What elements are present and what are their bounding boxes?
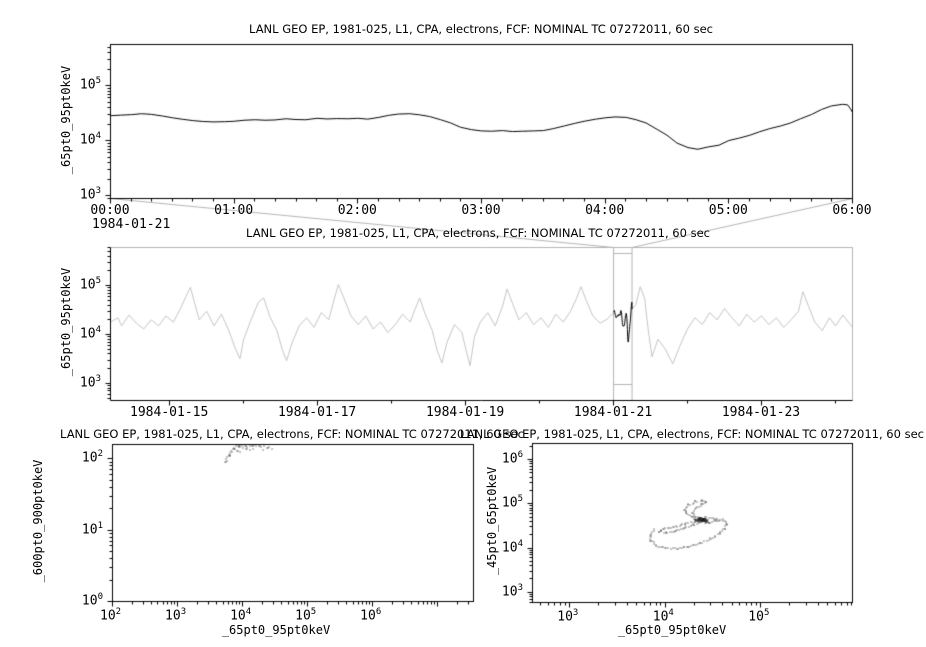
tick-label: 105 bbox=[79, 76, 101, 93]
tick-label: 01:00 bbox=[214, 203, 254, 218]
panel4-x-axis-label: _65pt0_95pt0keV bbox=[617, 623, 727, 637]
tick-label: 100 bbox=[81, 592, 103, 609]
context-zoom-selection-box[interactable] bbox=[613, 247, 631, 400]
panel1-date-label: 1984-01-21 bbox=[92, 217, 171, 232]
panel3-x-axis-label: _65pt0_95pt0keV bbox=[221, 623, 331, 637]
tick-label: 103 bbox=[557, 608, 579, 625]
tick-label: 102 bbox=[100, 607, 122, 624]
tick-label: 102 bbox=[81, 449, 103, 466]
tick-label: 103 bbox=[79, 373, 101, 391]
tick-label: 1984-01-19 bbox=[425, 405, 505, 420]
tick-label: 1984-01-23 bbox=[721, 405, 801, 420]
tick-label: 105 bbox=[295, 607, 317, 624]
tick-label: 104 bbox=[652, 608, 674, 625]
tick-label: 105 bbox=[748, 608, 770, 625]
tick-label: 02:00 bbox=[337, 203, 377, 218]
tick-label: 00:00 bbox=[90, 203, 130, 218]
tick-label: 101 bbox=[81, 520, 103, 537]
tick-label: 104 bbox=[230, 607, 252, 624]
tick-label: 105 bbox=[501, 494, 523, 511]
scatter-600-900-plot-area[interactable] bbox=[112, 444, 473, 601]
panel3-title: LANL GEO EP, 1981-025, L1, CPA, electron… bbox=[60, 427, 524, 441]
tick-label: 04:00 bbox=[585, 203, 625, 218]
zoomed-timeseries-plot-area[interactable] bbox=[110, 44, 852, 198]
tick-label: 1984-01-17 bbox=[277, 405, 357, 420]
scatter-45-65-plot-area[interactable] bbox=[532, 443, 852, 602]
tick-label: 1984-01-21 bbox=[573, 405, 653, 420]
tick-label: 106 bbox=[360, 607, 382, 624]
tick-label: 104 bbox=[79, 325, 101, 342]
tick-label: 104 bbox=[501, 538, 523, 555]
tick-label: 105 bbox=[79, 276, 101, 293]
panel1-title: LANL GEO EP, 1981-025, L1, CPA, electron… bbox=[249, 22, 713, 36]
tick-label: 1984-01-15 bbox=[130, 405, 209, 420]
panel2-title: LANL GEO EP, 1981-025, L1, CPA, electron… bbox=[246, 226, 710, 240]
tick-label: 104 bbox=[79, 131, 101, 148]
tick-label: 05:00 bbox=[708, 203, 748, 218]
tick-label: 103 bbox=[79, 186, 101, 203]
panel4-title: LANL GEO EP, 1981-025, L1, CPA, electron… bbox=[460, 427, 924, 441]
tick-label: 103 bbox=[501, 582, 523, 600]
panel1-y-axis-label: _65pt0_95pt0keV bbox=[59, 65, 73, 175]
tick-label: 106 bbox=[501, 449, 523, 467]
context-timeseries-plot-area[interactable] bbox=[110, 247, 852, 400]
tick-label: 103 bbox=[165, 607, 187, 624]
tick-label: 06:00 bbox=[832, 203, 872, 218]
panel3-y-axis-label: _600pt0_900pt0keV bbox=[31, 459, 45, 583]
tick-label: 03:00 bbox=[461, 203, 501, 218]
